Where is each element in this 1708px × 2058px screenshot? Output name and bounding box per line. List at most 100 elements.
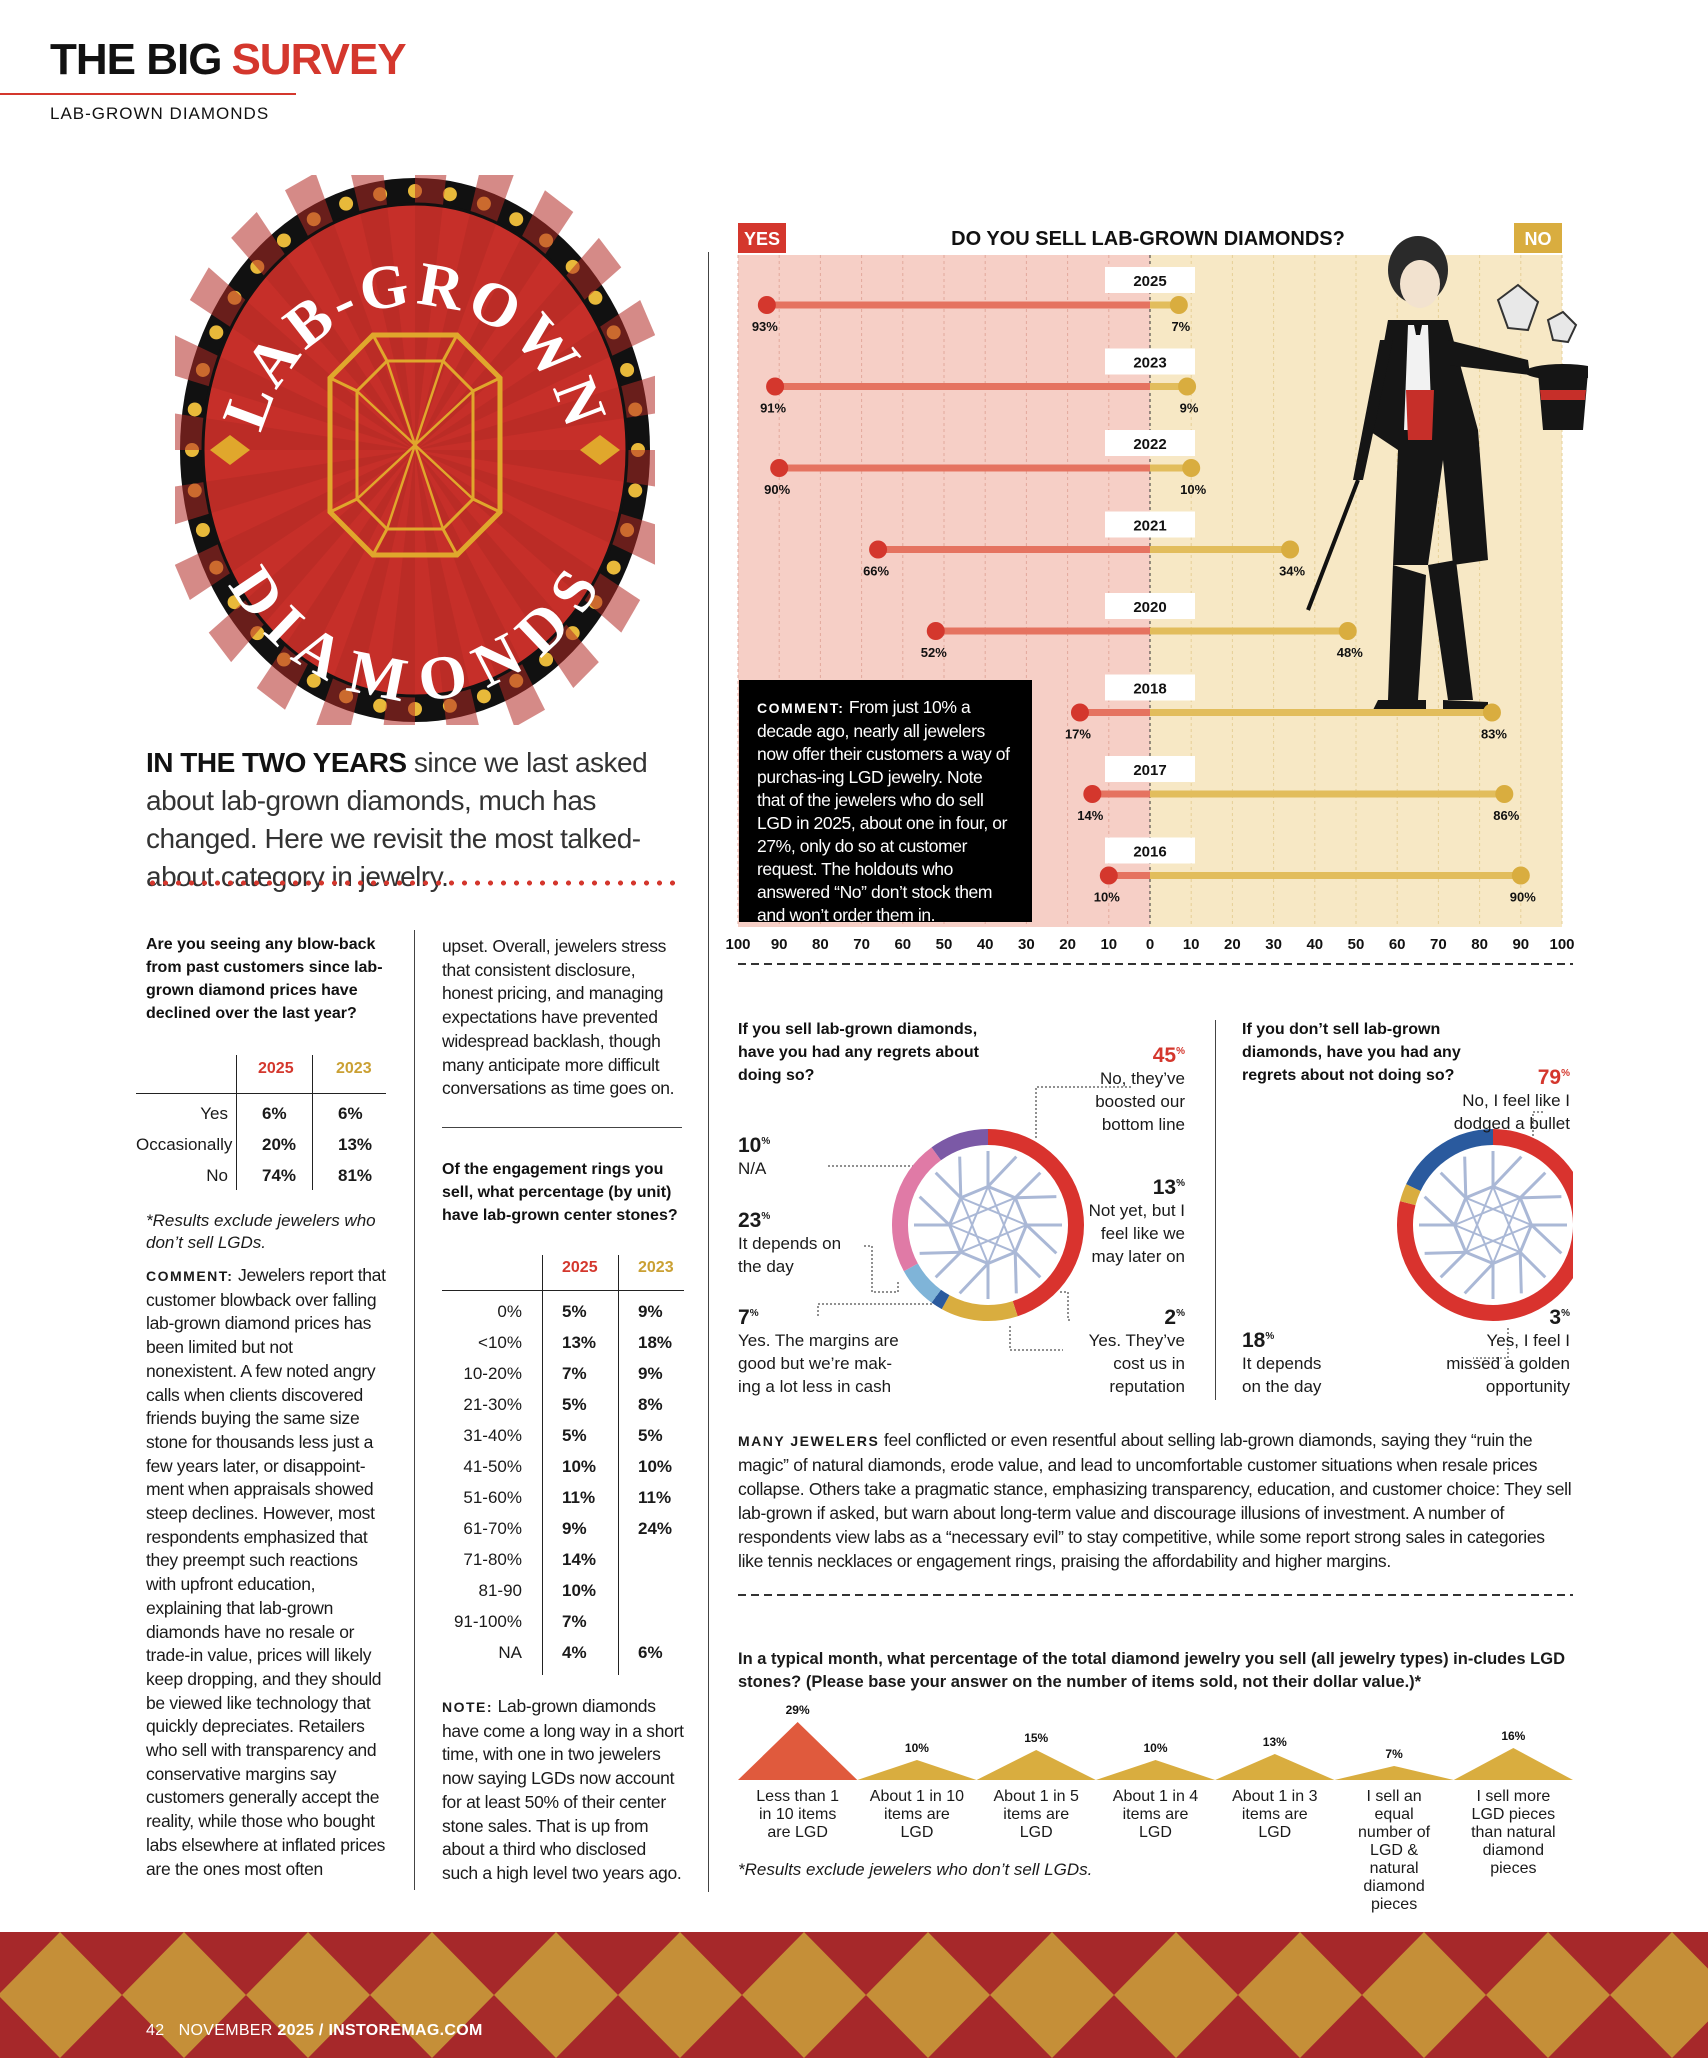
marquee-bulb-icon [476,689,491,704]
row-label: 81-90 [478,1581,522,1600]
value-2025: 20% [262,1135,297,1154]
intro-lead: IN THE TWO YEARS [146,747,407,778]
blowback-note: *Results exclude jewelers who don’t sell… [146,1211,376,1252]
regret-not-sell-donut [1397,1129,1573,1321]
intro-body: since we last asked about lab-grown diam… [146,747,648,892]
donut-slice [941,1294,1018,1321]
d2-label-79: 79% No, I feel like I dodged a bullet [1440,1062,1570,1135]
d1-pct-45: 45% [1152,1044,1185,1067]
marquee-bulb-icon [276,233,291,248]
value-2025: 9% [562,1519,587,1538]
yes-point [1070,703,1089,722]
yes-value-label: 14% [1077,808,1103,823]
no-point [1482,703,1501,722]
donut-slice [931,1289,950,1310]
year-label: 2017 [1133,762,1166,779]
many-body: feel conflicted or even resentful about … [738,1430,1572,1571]
yes-point [1083,785,1102,803]
d1-text-2: Yes. They’ve cost us in reputation [1088,1331,1185,1396]
share-triangle [1095,1760,1216,1780]
d1-text-13: Not yet, but I feel like we may later on [1088,1201,1185,1266]
no-point [1169,296,1188,314]
no-label-box [1514,223,1562,253]
dumbbell-row: 2017 14% 86% [1077,756,1520,823]
category-label: About 1 in 3 items are LGD [1232,1788,1318,1841]
column-separator [708,252,709,1892]
no-value-label: 90% [1510,890,1536,905]
row-label: 61-70% [463,1519,522,1538]
x-tick-label: 80 [1471,936,1488,950]
left-diamond-ornament-icon [210,435,250,465]
dashed-divider [738,963,1573,965]
many-jewelers-paragraph: MANY JEWELERS feel conflicted or even re… [738,1428,1573,1573]
marquee-bulb-icon [620,362,635,377]
d2-pct-79: 79% [1537,1066,1570,1089]
yes-point [757,296,776,314]
x-tick-label: 10 [1183,936,1200,950]
donut-slice [987,1129,1084,1317]
no-value-label: 86% [1493,808,1519,823]
x-tick-label: 70 [1430,936,1447,950]
value-2025: 5% [562,1426,587,1445]
value-2025: 13% [562,1333,597,1352]
engagement-question: Of the engagement rings you sell, what p… [442,1161,678,1224]
d1-pct-2: 2% [1164,1306,1185,1329]
row-label: 31-40% [463,1426,522,1445]
top-chart-comment: COMMENT: From just 10% a decade ago, nea… [739,680,1032,925]
row-label: No [206,1166,228,1185]
lab-grown-badge: LAB-GROWN DIAMONDS [175,175,655,725]
d2-text-79: No, I feel like I dodged a bullet [1453,1091,1570,1133]
yes-label: YES [744,229,780,249]
marquee-bulb-icon [442,187,457,202]
share-triangle [1453,1748,1573,1780]
yes-value-label: 17% [1065,727,1091,742]
row-label: 71-80% [463,1550,522,1569]
year-label-box [1105,674,1195,701]
engagement-col-2025: 2025 [562,1259,598,1276]
dumbbell-row: 2025 93% 7% [752,267,1195,334]
yes-point [926,622,945,640]
issue-month: NOVEMBER [178,2022,273,2039]
right-diamond-ornament-icon [580,435,620,465]
row-label: 51-60% [463,1488,522,1507]
magazine-section-title: THE BIG SURVEY [50,35,407,84]
top-comment-body: From just 10% a decade ago, nearly all j… [757,697,1010,925]
title-part-b: SURVEY [231,35,406,84]
monthly-lgd-share-chart: 29% 10% 15% 10% 13% 7% 16% [738,1703,1573,1780]
value-2023: 9% [638,1302,663,1321]
no-point [1338,622,1357,640]
site-name: INSTOREMAG.COM [328,2022,483,2039]
year-label-box [1105,267,1195,293]
yes-value-label: 91% [760,401,786,416]
d1-pct-23: 23% [738,1209,771,1232]
d1-text-45: No, they’ve boosted our bottom line [1095,1069,1185,1134]
value-2023: 11% [638,1488,672,1507]
d2-pct-18: 18% [1242,1329,1275,1352]
marquee-bulb-icon [539,652,554,667]
page-number: 42 [146,2022,165,2039]
blowback-comment: COMMENT: Jewelers report that customer b… [146,1264,388,1881]
x-tick-label: 0 [1146,936,1154,950]
d1-label-2: 2% Yes. They’ve cost us in reputation [1070,1302,1185,1398]
x-tick-label: 90 [1512,936,1529,950]
year-label-box [1105,756,1195,782]
x-tick-label: 30 [1018,936,1035,950]
row-label: 41-50% [463,1457,522,1476]
yes-point [770,459,789,477]
value-2023: 6% [338,1104,363,1123]
year-label-box [1105,348,1195,375]
dumbbell-row: 2016 10% 90% [1094,837,1536,905]
yes-point [766,377,785,396]
marquee-bulb-icon [509,212,524,227]
d1-label-7: 7% Yes. The margins are good but we’re ma… [738,1302,908,1398]
value-2025: 7% [562,1364,587,1383]
d1-pct-10: 10% [738,1134,771,1157]
value-2023: 9% [638,1364,663,1383]
d1-label-10: 10% N/A [738,1130,818,1180]
dumbbell-row: 2020 52% 48% [921,593,1363,660]
issue-year: 2025 [277,2022,315,2039]
share-value-label: 29% [786,1703,810,1717]
marquee-bulb-icon [606,560,621,575]
value-2025: 10% [562,1581,597,1600]
share-value-label: 16% [1501,1729,1525,1743]
